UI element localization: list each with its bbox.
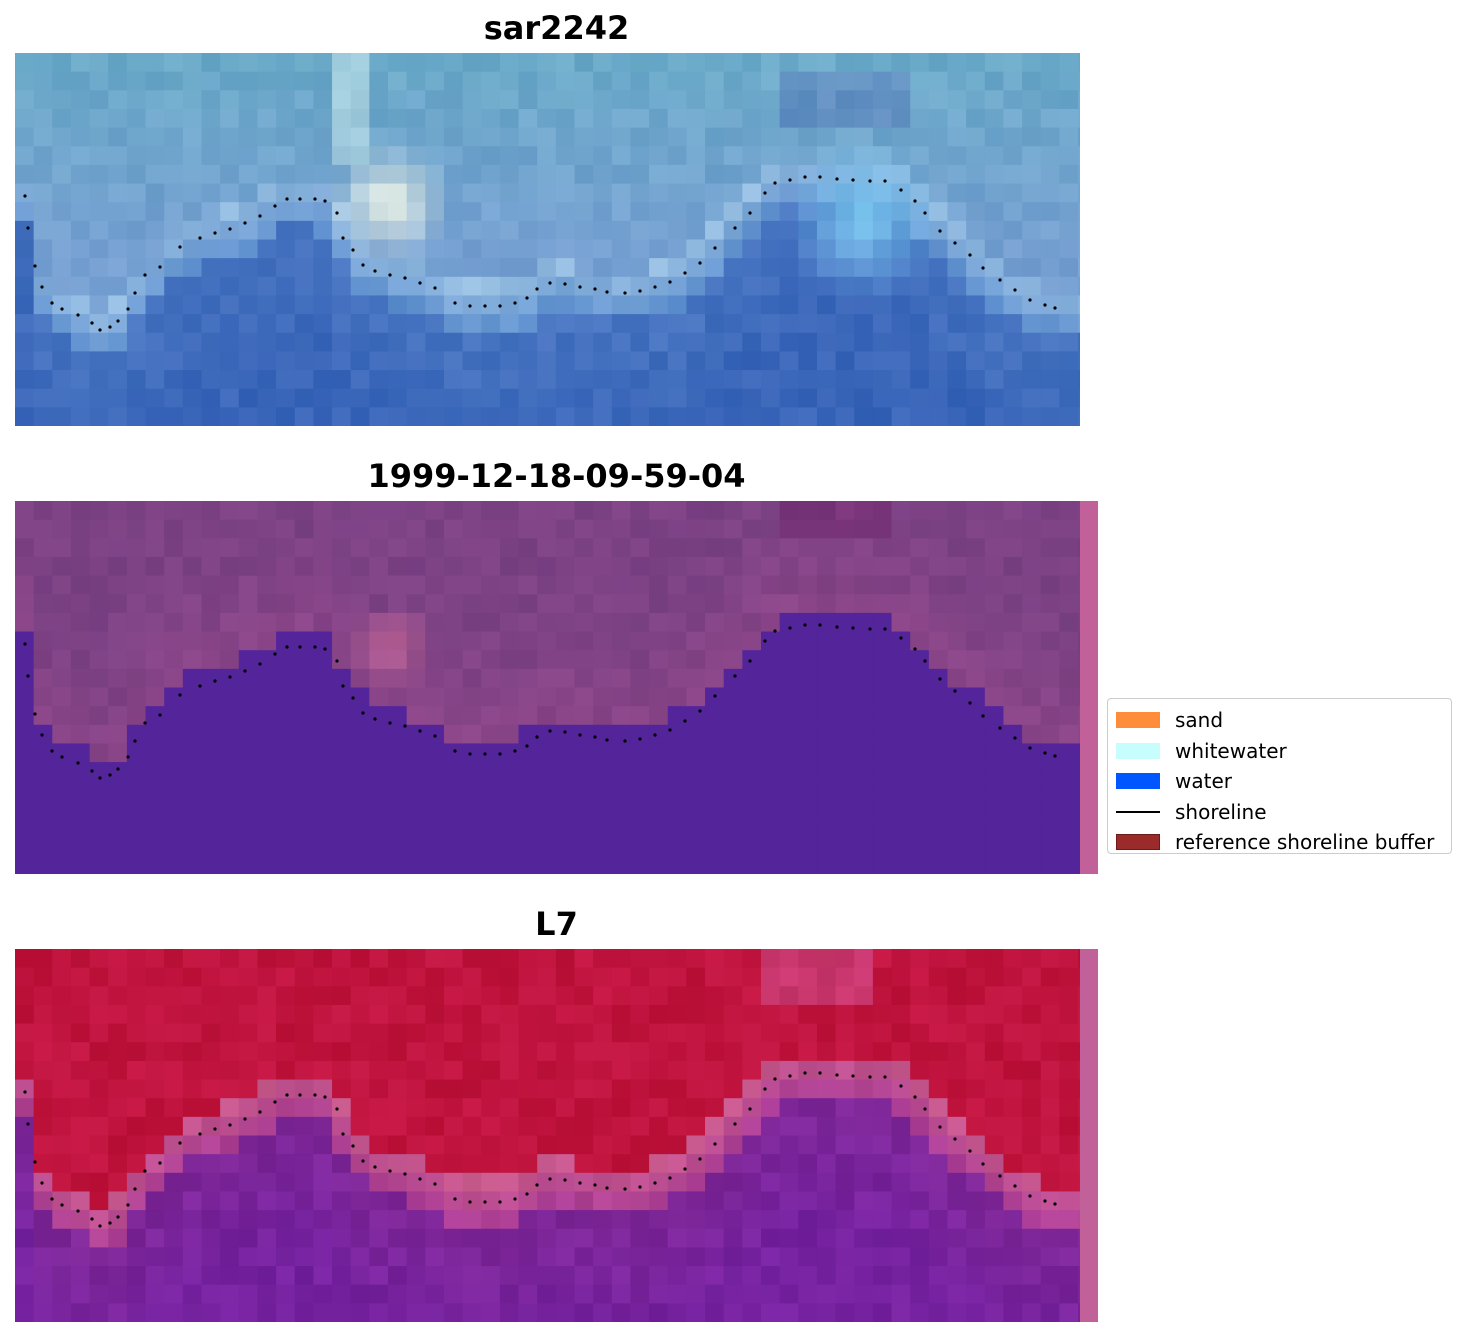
panel-title-index: L7 <box>535 905 578 943</box>
rgb-image-panel <box>15 53 1080 426</box>
shoreline-line-swatch <box>1116 810 1160 813</box>
legend-item-reference-buffer: reference shoreline buffer <box>1116 827 1443 858</box>
sand-swatch <box>1116 712 1160 729</box>
legend-label: shoreline <box>1175 799 1267 824</box>
legend-item-sand: sand <box>1116 705 1443 736</box>
legend: sand whitewater water shoreline referenc… <box>1107 698 1452 854</box>
whitewater-swatch <box>1116 742 1160 759</box>
panel-title-classification: 1999-12-18-09-59-04 <box>367 457 746 495</box>
legend-item-shoreline: shoreline <box>1116 797 1443 828</box>
legend-label: reference shoreline buffer <box>1175 830 1435 855</box>
reference-buffer-strip <box>1080 949 1098 1322</box>
shoreline-dots <box>23 623 1057 780</box>
shoreline-dots <box>23 1071 1057 1228</box>
pixel-grid <box>15 949 1081 1322</box>
classification-panel <box>15 501 1098 874</box>
legend-item-whitewater: whitewater <box>1116 736 1443 767</box>
legend-label: sand <box>1175 708 1224 733</box>
index-image-panel <box>15 949 1098 1322</box>
pixel-grid <box>15 53 1080 426</box>
panel-title-rgb: sar2242 <box>483 9 630 47</box>
reference-buffer-swatch <box>1116 834 1160 851</box>
reference-buffer-strip <box>1080 501 1098 874</box>
legend-label: water <box>1175 769 1232 794</box>
water-swatch <box>1116 773 1160 790</box>
shoreline-dots <box>23 175 1057 332</box>
legend-item-water: water <box>1116 766 1443 797</box>
legend-label: whitewater <box>1175 738 1287 763</box>
pixel-grid <box>15 501 1081 874</box>
